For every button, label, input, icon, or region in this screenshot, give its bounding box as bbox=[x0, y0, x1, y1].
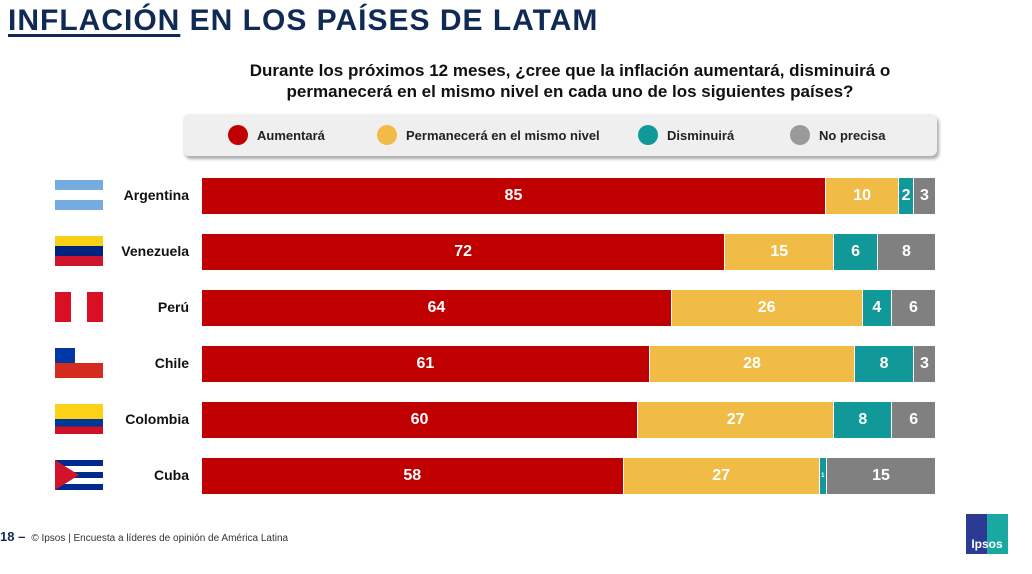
bar-segment: 27 bbox=[638, 402, 835, 438]
bar-segment: 58 bbox=[202, 458, 624, 494]
bar-segment: 64 bbox=[202, 290, 672, 326]
bar-segment: 8 bbox=[834, 402, 893, 438]
chart-title: Durante los próximos 12 meses, ¿cree que… bbox=[249, 61, 891, 101]
bar-segment: 6 bbox=[892, 402, 936, 438]
page-number: 18 – bbox=[0, 529, 26, 544]
category-label: Argentina bbox=[123, 187, 189, 203]
bar-segment: 15 bbox=[826, 458, 936, 494]
bar-segment: 10 bbox=[825, 178, 900, 214]
page-title: INFLACIÓN EN LOS PAÍSES DE LATAM bbox=[8, 4, 598, 38]
flag-icon bbox=[55, 460, 103, 490]
ipsos-logo: Ipsos bbox=[966, 514, 1008, 554]
bar-segment: 6 bbox=[834, 234, 878, 270]
legend-swatch bbox=[790, 125, 810, 145]
bar-segment: 15 bbox=[725, 234, 835, 270]
bar-segment: 60 bbox=[202, 402, 639, 438]
legend-item-permanecera: Permanecerá en el mismo nivel bbox=[377, 125, 600, 145]
category-label: Chile bbox=[154, 355, 189, 371]
footer: 18 – © Ipsos | Encuesta a líderes de opin… bbox=[0, 529, 288, 544]
bar-segment: 2 bbox=[899, 178, 914, 214]
bar-segment: 85 bbox=[202, 178, 826, 214]
flag-icon bbox=[55, 236, 103, 266]
bar-segment: 4 bbox=[862, 290, 892, 326]
bar-segment: 61 bbox=[202, 346, 650, 382]
bar-segment: 1 bbox=[819, 458, 827, 494]
bar-segment: 8 bbox=[855, 346, 914, 382]
bar-row: Perú 64 26 4 6 bbox=[0, 290, 1032, 326]
title-underlined: INFLACIÓN bbox=[8, 4, 181, 37]
flag-icon bbox=[55, 348, 103, 378]
category-label: Cuba bbox=[154, 467, 189, 483]
category-label: Venezuela bbox=[121, 243, 189, 259]
bar-row: Colombia 60 27 8 6 bbox=[0, 402, 1032, 438]
legend-label: Disminuirá bbox=[667, 127, 735, 143]
footer-text: © Ipsos | Encuesta a líderes de opinión … bbox=[31, 533, 289, 544]
bar-segment: 28 bbox=[649, 346, 856, 382]
bar-row: Argentina 85 10 2 3 bbox=[0, 178, 1032, 214]
bar-segment: 6 bbox=[891, 290, 936, 326]
bar-row: Venezuela 72 15 6 8 bbox=[0, 234, 1032, 270]
bar-row: Chile 61 28 8 3 bbox=[0, 346, 1032, 382]
legend-swatch bbox=[228, 125, 248, 145]
bar-segment: 8 bbox=[877, 234, 936, 270]
category-label: Perú bbox=[157, 299, 189, 315]
bar-segment: 27 bbox=[623, 458, 820, 494]
legend-label: Permanecerá en el mismo nivel bbox=[406, 127, 600, 143]
title-rest: EN LOS PAÍSES DE LATAM bbox=[180, 4, 599, 37]
legend: Aumentará Permanecerá en el mismo nivel … bbox=[183, 114, 937, 156]
flag-icon bbox=[55, 180, 103, 210]
legend-swatch bbox=[638, 125, 658, 145]
category-label: Colombia bbox=[125, 411, 189, 427]
legend-label: No precisa bbox=[819, 127, 886, 143]
legend-swatch bbox=[377, 125, 397, 145]
bar-segment: 3 bbox=[913, 178, 936, 214]
bar-row: Cuba 58 27 1 15 bbox=[0, 458, 1032, 494]
legend-item-no-precisa: No precisa bbox=[790, 125, 885, 145]
legend-item-aumentara: Aumentará bbox=[228, 125, 325, 145]
legend-item-disminuira: Disminuirá bbox=[638, 125, 734, 145]
legend-label: Aumentará bbox=[257, 127, 325, 143]
flag-icon bbox=[55, 292, 103, 322]
bar-segment: 26 bbox=[671, 290, 863, 326]
bar-segment: 3 bbox=[913, 346, 936, 382]
bar-segment: 72 bbox=[202, 234, 726, 270]
flag-icon bbox=[55, 404, 103, 434]
